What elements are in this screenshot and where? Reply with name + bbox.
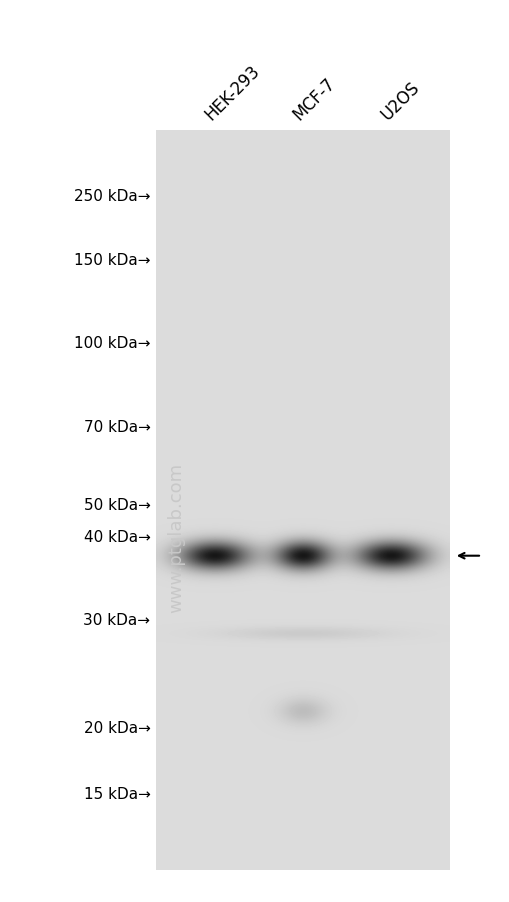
Text: www.ptglab.com: www.ptglab.com (166, 463, 185, 612)
Text: HEK-293: HEK-293 (201, 61, 263, 124)
Text: 20 kDa→: 20 kDa→ (83, 721, 150, 735)
Text: 30 kDa→: 30 kDa→ (83, 612, 150, 627)
Text: U2OS: U2OS (377, 78, 422, 124)
Text: 150 kDa→: 150 kDa→ (74, 253, 150, 267)
Text: 50 kDa→: 50 kDa→ (83, 498, 150, 512)
Text: 15 kDa→: 15 kDa→ (83, 787, 150, 801)
Text: 100 kDa→: 100 kDa→ (74, 336, 150, 350)
Text: MCF-7: MCF-7 (289, 74, 338, 124)
Text: 70 kDa→: 70 kDa→ (83, 419, 150, 434)
Text: 250 kDa→: 250 kDa→ (74, 189, 150, 204)
Text: 40 kDa→: 40 kDa→ (83, 529, 150, 544)
